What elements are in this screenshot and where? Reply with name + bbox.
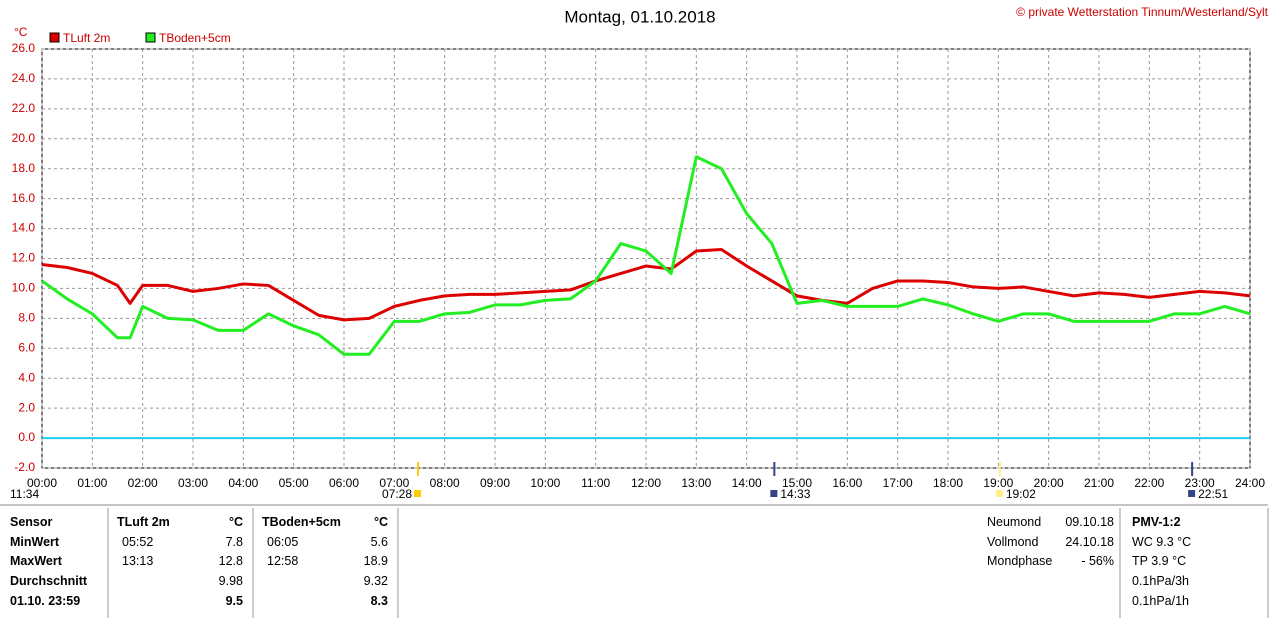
y-tick-label: 4.0 bbox=[18, 370, 35, 384]
event-label: 19:02 bbox=[1006, 487, 1036, 501]
y-tick-label: 26.0 bbox=[12, 41, 36, 55]
table-cell: 7.8 bbox=[225, 534, 243, 549]
y-unit: °C bbox=[14, 25, 28, 39]
table-cell: 09.10.18 bbox=[1065, 515, 1114, 529]
line bbox=[41, 155, 1251, 356]
table-cell: 12.8 bbox=[218, 554, 243, 569]
x-tick-label: 08:00 bbox=[430, 476, 460, 490]
legend-swatch bbox=[49, 32, 60, 43]
y-tick-label: 12.0 bbox=[12, 251, 36, 265]
table-cell: TLuft 2m bbox=[117, 515, 170, 529]
table-cell: 0.1hPa/3h bbox=[1132, 574, 1189, 589]
x-tick-label: 23:00 bbox=[1185, 476, 1215, 490]
x-tick-label: 03:00 bbox=[178, 476, 208, 490]
y-tick-label: 2.0 bbox=[18, 400, 35, 414]
legend-label: TLuft 2m bbox=[63, 31, 110, 45]
table-cell: - 56% bbox=[1081, 554, 1114, 569]
x-tick-label: 22:00 bbox=[1134, 476, 1164, 490]
legend-swatch bbox=[145, 32, 156, 43]
table-cell: 05:52 bbox=[122, 534, 154, 549]
event-marker bbox=[770, 490, 778, 497]
y-tick-label: 20.0 bbox=[12, 131, 36, 145]
table-cell: 5.6 bbox=[370, 534, 388, 549]
x-tick-label: 00:00 bbox=[27, 476, 57, 490]
y-tick-label: 18.0 bbox=[12, 161, 36, 175]
y-tick-label: -2.0 bbox=[14, 460, 35, 474]
table-cell: °C bbox=[373, 515, 388, 529]
y-tick-label: 10.0 bbox=[12, 281, 36, 295]
x-tick-label: 07:00 bbox=[379, 476, 409, 490]
line bbox=[41, 248, 1251, 322]
table-cell: 24.10.18 bbox=[1065, 534, 1114, 549]
table-cell: Neumond bbox=[987, 515, 1042, 529]
x-tick-label: 24:00 bbox=[1235, 476, 1265, 490]
y-tick-label: 16.0 bbox=[12, 191, 36, 205]
day-length: 11:34 bbox=[10, 487, 39, 501]
table-cell: TBoden+5cm bbox=[262, 515, 341, 529]
x-tick-label: 20:00 bbox=[1034, 476, 1064, 490]
table-cell: 13:13 bbox=[122, 554, 154, 569]
y-tick-label: 14.0 bbox=[12, 221, 36, 235]
table-cell: Mondphase bbox=[987, 554, 1053, 569]
table-cell: 01.10. 23:59 bbox=[10, 593, 81, 608]
x-tick-label: 13:00 bbox=[681, 476, 711, 490]
table-cell: Durchschnitt bbox=[10, 574, 88, 589]
table-cell: Sensor bbox=[10, 515, 53, 529]
event-marker bbox=[413, 490, 421, 497]
x-tick-label: 04:00 bbox=[228, 476, 258, 490]
table-cell: Vollmond bbox=[987, 534, 1039, 549]
legend-label: TBoden+5cm bbox=[159, 31, 231, 45]
y-tick-label: 8.0 bbox=[18, 311, 35, 325]
x-tick-label: 06:00 bbox=[329, 476, 359, 490]
table-cell: 9.98 bbox=[218, 574, 243, 589]
table-cell: PMV-1:2 bbox=[1132, 515, 1181, 529]
source-note: © private Wetterstation Tinnum/Westerlan… bbox=[1016, 5, 1269, 19]
x-tick-label: 09:00 bbox=[480, 476, 510, 490]
table-cell: WC 9.3 °C bbox=[1132, 534, 1192, 549]
x-tick-label: 16:00 bbox=[832, 476, 862, 490]
x-tick-label: 18:00 bbox=[933, 476, 963, 490]
x-tick-label: 02:00 bbox=[128, 476, 158, 490]
table-cell: 9.5 bbox=[225, 593, 243, 608]
chart-title: Montag, 01.10.2018 bbox=[564, 7, 715, 26]
event-label: 22:51 bbox=[1198, 487, 1228, 501]
x-tick-label: 17:00 bbox=[883, 476, 913, 490]
x-tick-label: 10:00 bbox=[530, 476, 560, 490]
x-tick-label: 14:00 bbox=[732, 476, 762, 490]
table-cell: 18.9 bbox=[363, 554, 388, 569]
x-tick-label: 01:00 bbox=[77, 476, 107, 490]
table-cell: °C bbox=[228, 515, 243, 529]
table-cell: TP 3.9 °C bbox=[1132, 554, 1187, 569]
x-tick-label: 12:00 bbox=[631, 476, 661, 490]
event-label: 07:28 bbox=[382, 487, 412, 501]
y-tick-label: 22.0 bbox=[12, 101, 36, 115]
table-cell: 8.3 bbox=[370, 593, 388, 608]
y-tick-label: 6.0 bbox=[18, 340, 35, 354]
table-cell: 0.1hPa/1h bbox=[1132, 593, 1189, 608]
table-cell: 9.32 bbox=[363, 574, 388, 589]
event-marker bbox=[1188, 490, 1196, 497]
event-marker bbox=[995, 490, 1003, 497]
x-tick-label: 19:00 bbox=[983, 476, 1013, 490]
x-tick-label: 21:00 bbox=[1084, 476, 1114, 490]
table-cell: 06:05 bbox=[267, 534, 299, 549]
x-tick-label: 05:00 bbox=[279, 476, 309, 490]
event-label: 14:33 bbox=[780, 487, 810, 501]
table-cell: 12:58 bbox=[267, 554, 299, 569]
y-tick-label: 24.0 bbox=[12, 71, 36, 85]
y-tick-label: 0.0 bbox=[18, 430, 35, 444]
x-tick-label: 15:00 bbox=[782, 476, 812, 490]
x-tick-label: 11:00 bbox=[581, 476, 610, 490]
table-cell: MinWert bbox=[10, 534, 60, 549]
table-cell: MaxWert bbox=[10, 554, 62, 569]
